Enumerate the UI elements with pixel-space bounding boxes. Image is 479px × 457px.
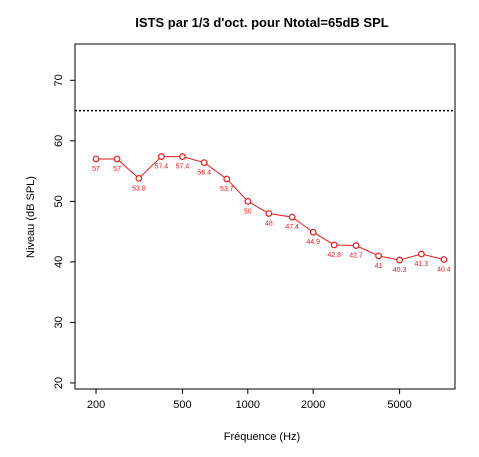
data-label: 56.4 [197, 170, 211, 177]
x-tick-label: 200 [87, 399, 105, 411]
data-label: 42.7 [349, 253, 363, 260]
data-point [200, 159, 208, 167]
data-point [440, 256, 448, 263]
data-point [352, 242, 360, 249]
data-label: 57 [92, 166, 100, 173]
data-label: 57.4 [176, 164, 190, 171]
y-tick-label: 40 [53, 256, 65, 268]
chart-title: ISTS par 1/3 d'oct. pour Ntotal=65dB SPL [135, 15, 388, 30]
data-point [244, 197, 252, 205]
data-label: 40.4 [437, 266, 451, 273]
x-tick-label: 1000 [236, 399, 260, 411]
data-point [396, 256, 403, 264]
data-label: 40.3 [393, 267, 407, 274]
data-point [158, 153, 165, 160]
data-point [330, 241, 338, 249]
data-label: 57.4 [155, 164, 169, 171]
data-point [417, 250, 425, 258]
data-label: 50 [244, 208, 252, 215]
data-label: 41 [375, 263, 383, 270]
y-axis-title: Niveau (dB SPL) [25, 176, 37, 258]
y-axis: 20 30 40 50 60 70 [53, 74, 75, 389]
y-tick-label: 70 [53, 74, 65, 86]
data-point [113, 155, 121, 163]
data-point [135, 174, 143, 182]
data-label: 44.9 [306, 239, 320, 246]
x-tick-label: 5000 [387, 399, 411, 411]
series-layer: 57 57 53.8 57.4 57.4 56.4 53.7 50 48 47.4 44.9 42.8… [92, 153, 451, 274]
data-point [265, 210, 273, 217]
data-label: 47.4 [285, 224, 299, 231]
data-point [179, 153, 186, 160]
data-point [288, 213, 296, 221]
data-label: 53.8 [132, 185, 146, 192]
data-label: 53.7 [220, 186, 234, 193]
x-axis-title: Fréquence (Hz) [224, 431, 300, 443]
y-tick-label: 60 [53, 135, 65, 147]
plot-frame [74, 43, 456, 390]
x-axis: 200 500 1000 2000 5000 [87, 389, 412, 411]
data-label: 41.3 [415, 261, 429, 268]
data-point [92, 155, 100, 163]
y-tick-label: 50 [53, 195, 65, 207]
data-point [309, 228, 317, 236]
data-point [223, 175, 231, 183]
y-tick-label: 20 [53, 377, 65, 389]
series-line [96, 156, 445, 261]
data-label: 42.8 [327, 252, 341, 259]
data-label: 57 [113, 166, 121, 173]
y-tick-label: 30 [53, 316, 65, 328]
x-tick-label: 500 [173, 399, 191, 411]
x-tick-label: 2000 [301, 399, 325, 411]
data-label: 48 [265, 220, 273, 227]
data-point [375, 252, 382, 260]
